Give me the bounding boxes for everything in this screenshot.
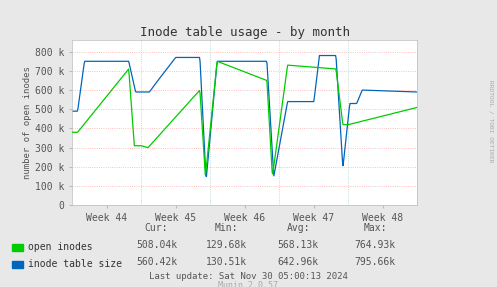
Text: 129.68k: 129.68k	[206, 240, 247, 250]
Y-axis label: number of open inodes: number of open inodes	[23, 66, 32, 179]
Text: inode table size: inode table size	[28, 259, 122, 269]
Text: open inodes: open inodes	[28, 242, 93, 252]
Text: 508.04k: 508.04k	[136, 240, 177, 250]
Text: Max:: Max:	[363, 223, 387, 233]
Text: Min:: Min:	[214, 223, 238, 233]
Text: 764.93k: 764.93k	[355, 240, 396, 250]
Title: Inode table usage - by month: Inode table usage - by month	[140, 26, 350, 39]
Text: 130.51k: 130.51k	[206, 257, 247, 267]
Text: 795.66k: 795.66k	[355, 257, 396, 267]
Text: Cur:: Cur:	[145, 223, 168, 233]
Text: Avg:: Avg:	[286, 223, 310, 233]
Text: 560.42k: 560.42k	[136, 257, 177, 267]
Text: RRDTOOL / TOBI OETIKER: RRDTOOL / TOBI OETIKER	[488, 80, 493, 163]
Text: 642.96k: 642.96k	[278, 257, 319, 267]
Text: 568.13k: 568.13k	[278, 240, 319, 250]
Text: Munin 2.0.57: Munin 2.0.57	[219, 282, 278, 287]
Text: Last update: Sat Nov 30 05:00:13 2024: Last update: Sat Nov 30 05:00:13 2024	[149, 272, 348, 281]
